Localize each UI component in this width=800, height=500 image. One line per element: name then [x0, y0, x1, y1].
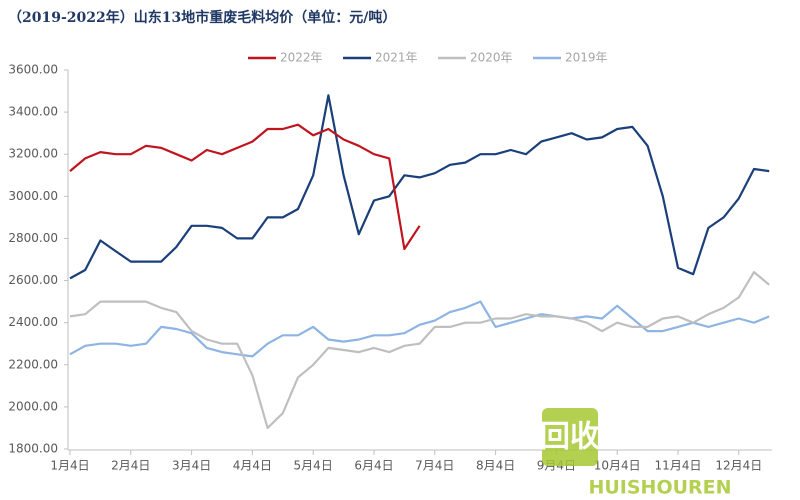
legend-label: 2022年 — [280, 51, 323, 65]
x-tick-label: 6月4日 — [354, 459, 393, 473]
chart-title: （2019-2022年）山东13地市重废毛料均价（单位：元/吨） — [8, 9, 396, 26]
x-tick-label: 4月4日 — [233, 459, 272, 473]
x-tick-label: 8月4日 — [476, 459, 515, 473]
series-line — [69, 123, 421, 251]
watermark: 回收 HUISHOUREN — [540, 408, 732, 499]
x-tick-label: 10月4日 — [594, 459, 641, 473]
series-line — [69, 271, 770, 429]
logo-text: 回收 — [540, 420, 600, 455]
logo-box — [542, 408, 598, 466]
legend-label: 2020年 — [470, 51, 513, 65]
y-tick-label: 1800.00 — [8, 442, 58, 456]
y-tick-label: 2400.00 — [8, 315, 58, 329]
legend-label: 2019年 — [565, 51, 608, 65]
y-tick-label: 2200.00 — [8, 357, 58, 371]
y-tick-label: 2800.00 — [8, 231, 58, 245]
y-tick-label: 2600.00 — [8, 273, 58, 287]
y-tick-label: 3200.00 — [8, 147, 58, 161]
x-tick-label: 3月4日 — [172, 459, 211, 473]
y-tick-label: 2000.00 — [8, 399, 58, 413]
x-tick-label: 12月4日 — [715, 459, 762, 473]
x-tick-label: 1月4日 — [50, 459, 89, 473]
x-tick-label: 2月4日 — [111, 459, 150, 473]
legend-label: 2021年 — [375, 51, 418, 65]
y-tick-label: 3600.00 — [8, 63, 58, 77]
y-tick-label: 3400.00 — [8, 105, 58, 119]
y-tick-label: 3000.00 — [8, 189, 58, 203]
brand-text: HUISHOUREN — [588, 477, 731, 499]
x-tick-label: 11月4日 — [655, 459, 702, 473]
x-tick-label: 5月4日 — [294, 459, 333, 473]
series-line — [69, 94, 770, 280]
x-tick-label: 7月4日 — [415, 459, 454, 473]
series-line — [69, 300, 770, 358]
